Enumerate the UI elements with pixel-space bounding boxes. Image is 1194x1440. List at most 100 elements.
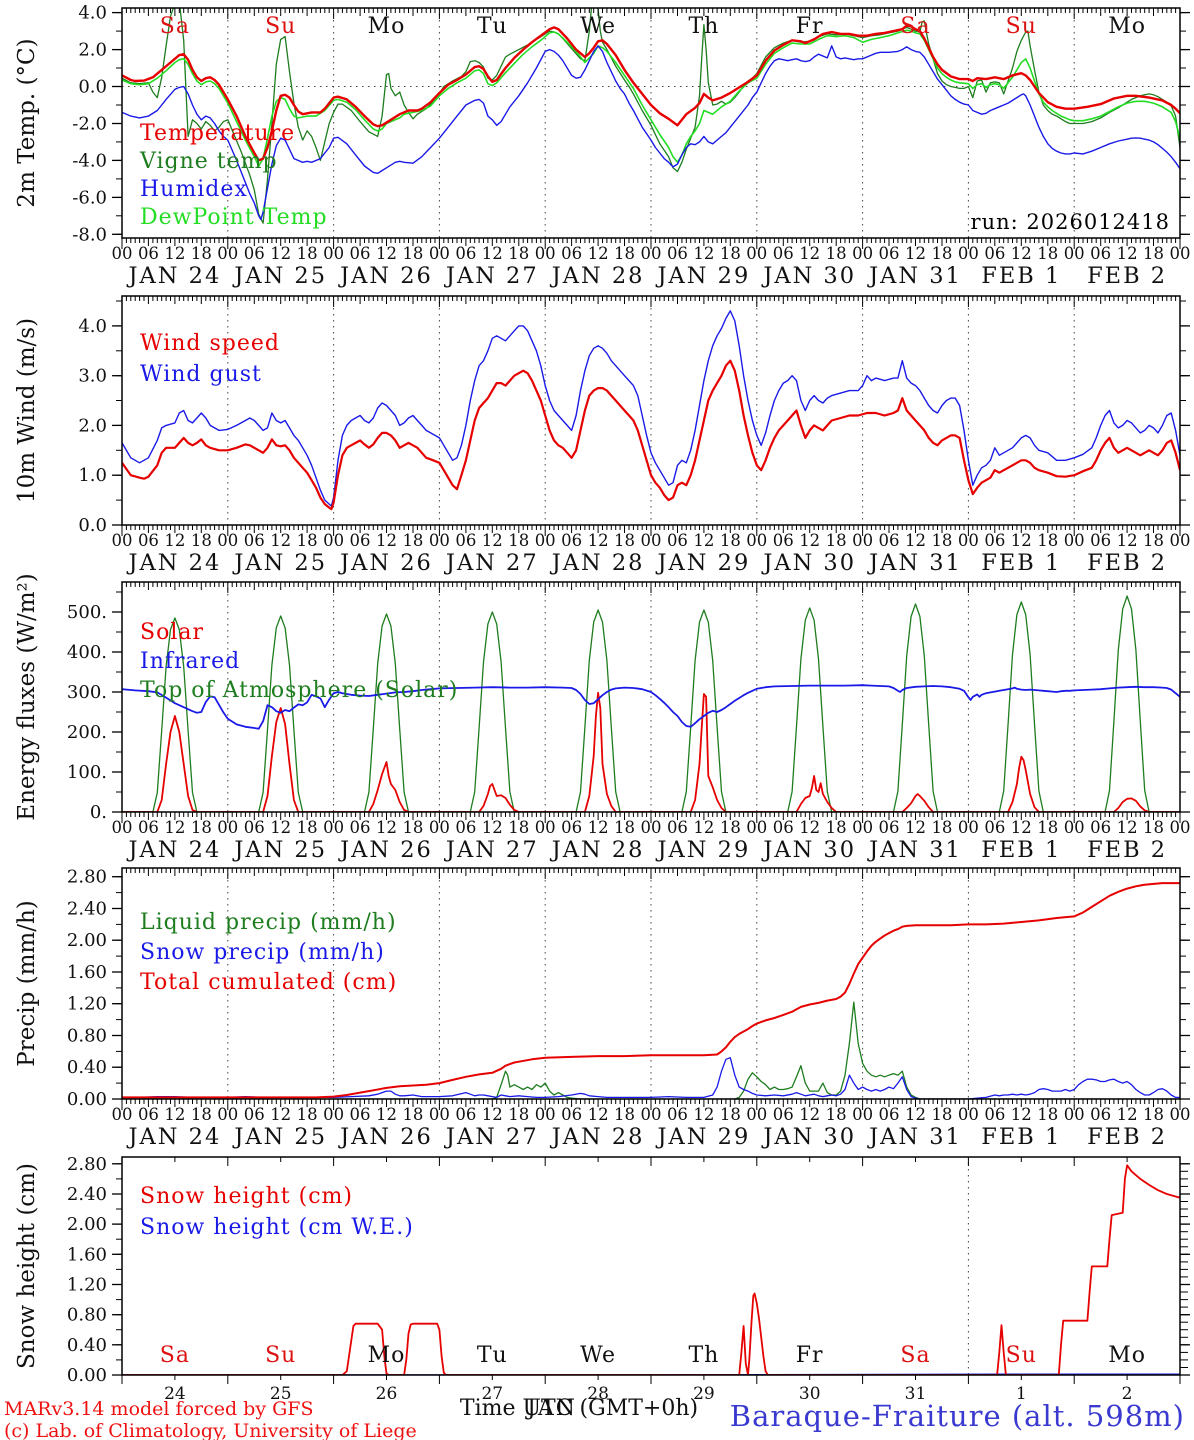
- temperature-panel: 4.0 2.0 0.0 -2.0 -4.0 -6.0 -8.0 2m Temp. (°C) 00…: [14, 3, 1191, 289]
- hour-label: 00: [112, 1105, 133, 1124]
- hour-label: 18: [931, 1105, 952, 1124]
- hour-label: 18: [297, 818, 318, 837]
- day-number-label: 27: [481, 1384, 503, 1404]
- hour-label: 00: [535, 1105, 556, 1124]
- series-liquid-precip: [122, 1001, 1180, 1099]
- y-tick-label: -4.0: [72, 150, 107, 171]
- hour-label: 06: [879, 818, 900, 837]
- y-tick-label: 1.0: [78, 465, 107, 486]
- hour-label: 00: [112, 531, 133, 550]
- y-axis-title: Snow height (cm): [14, 1163, 40, 1369]
- hour-label: 06: [1090, 1105, 1111, 1124]
- hour-label: 18: [508, 818, 529, 837]
- day-label: JAN 25: [232, 550, 327, 576]
- weekday-label: Sa: [160, 1343, 190, 1368]
- hour-label: 06: [455, 818, 476, 837]
- hour-label: 00: [1170, 531, 1191, 550]
- hour-label: 00: [429, 244, 450, 263]
- hour-label: 00: [217, 818, 238, 837]
- hour-label: 12: [799, 818, 820, 837]
- y-tick-label: 3.0: [78, 366, 107, 387]
- legend: Solar Infrared Top of Atmosphere (Solar): [140, 620, 458, 703]
- hour-label: 12: [270, 244, 291, 263]
- y-tick-label: 0.00: [67, 1365, 107, 1386]
- legend-vigne-temp: Vigne temp: [139, 149, 278, 174]
- hour-label: 12: [905, 818, 926, 837]
- legend: Liquid precip (mm/h) Snow precip (mm/h) To…: [140, 910, 397, 995]
- hour-label: 18: [1143, 818, 1164, 837]
- hour-label: 18: [1037, 531, 1058, 550]
- weekday-label: Sa: [900, 14, 930, 39]
- weekday-label: Su: [1006, 14, 1037, 39]
- hour-label: 06: [244, 1105, 265, 1124]
- hour-label: 18: [720, 818, 741, 837]
- legend-top-of-atmosphere-solar-: Top of Atmosphere (Solar): [140, 678, 458, 703]
- day-number-label: 28: [587, 1384, 609, 1404]
- hour-label: 12: [482, 531, 503, 550]
- y-tick-label: 1.60: [67, 1244, 107, 1265]
- hour-label: 00: [1170, 818, 1191, 837]
- hour-label: 12: [164, 244, 185, 263]
- hour-label: 18: [1143, 531, 1164, 550]
- weekday-label: Mo: [368, 1343, 406, 1368]
- hour-label: 12: [1117, 818, 1138, 837]
- hour-label: 06: [561, 1105, 582, 1124]
- weekday-labels: Sa Su Mo Tu We Th Fr Sa Su Mo: [160, 14, 1145, 39]
- weekday-label: Tu: [477, 14, 508, 39]
- day-label: JAN 29: [656, 550, 751, 576]
- day-label: FEB 1: [981, 1124, 1061, 1150]
- y-tick-label: 2.40: [67, 1184, 107, 1205]
- y-tick-label: 1.20: [67, 994, 107, 1015]
- hour-label: 06: [138, 1105, 159, 1124]
- series-vigne-temp: [122, 8, 1180, 224]
- hour-label: 06: [455, 531, 476, 550]
- y-tick-label: 500.: [67, 602, 107, 623]
- series-humidex: [122, 45, 1180, 221]
- hour-label: 18: [720, 531, 741, 550]
- hour-label: 00: [641, 244, 662, 263]
- hour-label: 06: [244, 244, 265, 263]
- hour-label: 00: [323, 818, 344, 837]
- legend-wind-speed: Wind speed: [140, 331, 280, 356]
- legend-dewpoint-temp: DewPoint Temp: [140, 205, 328, 230]
- day-number-label: 24: [164, 1384, 186, 1404]
- hour-label: 06: [773, 1105, 794, 1124]
- x-ticks: [121, 1157, 1181, 1384]
- hour-label: 00: [852, 1105, 873, 1124]
- hour-label: 06: [879, 531, 900, 550]
- legend-humidex: Humidex: [140, 177, 248, 202]
- hour-label: 12: [1117, 1105, 1138, 1124]
- hour-label: 00: [112, 244, 133, 263]
- day-number-label: 26: [376, 1384, 398, 1404]
- hour-label: 18: [297, 531, 318, 550]
- hour-label: 12: [799, 531, 820, 550]
- hour-label: 18: [931, 244, 952, 263]
- weekday-label: Su: [265, 1343, 296, 1368]
- hour-label: 12: [693, 1105, 714, 1124]
- hour-label: 00: [852, 244, 873, 263]
- day-label: JAN 25: [232, 837, 327, 863]
- weekday-label: We: [580, 1343, 616, 1368]
- y-axis-title: 2m Temp. (°C): [14, 38, 40, 207]
- hour-label: 00: [641, 531, 662, 550]
- hour-label: 00: [746, 818, 767, 837]
- hour-label: 06: [984, 531, 1005, 550]
- hour-label: 00: [852, 818, 873, 837]
- hour-label: 06: [984, 244, 1005, 263]
- hour-label: 12: [164, 531, 185, 550]
- x-ticks: [121, 296, 1181, 536]
- x-labels: 24 25 26 27 28 29 30 31 1 2: [164, 1384, 1132, 1404]
- day-label: JAN 27: [444, 263, 539, 289]
- hour-label: 12: [588, 1105, 609, 1124]
- weekday-label: Th: [688, 14, 719, 39]
- legend-total-cumulated-cm-: Total cumulated (cm): [140, 970, 397, 995]
- day-label: JAN 28: [550, 550, 645, 576]
- hour-label: 00: [1170, 244, 1191, 263]
- day-label: JAN 25: [232, 1124, 327, 1150]
- hour-label: 06: [879, 1105, 900, 1124]
- energy-panel: 500. 400. 300. 200. 100. 0. Energy fluxes (W/m…: [14, 573, 1191, 863]
- y-tick-label: 0.00: [67, 1089, 107, 1110]
- hour-label: 12: [1117, 531, 1138, 550]
- hour-label: 12: [482, 1105, 503, 1124]
